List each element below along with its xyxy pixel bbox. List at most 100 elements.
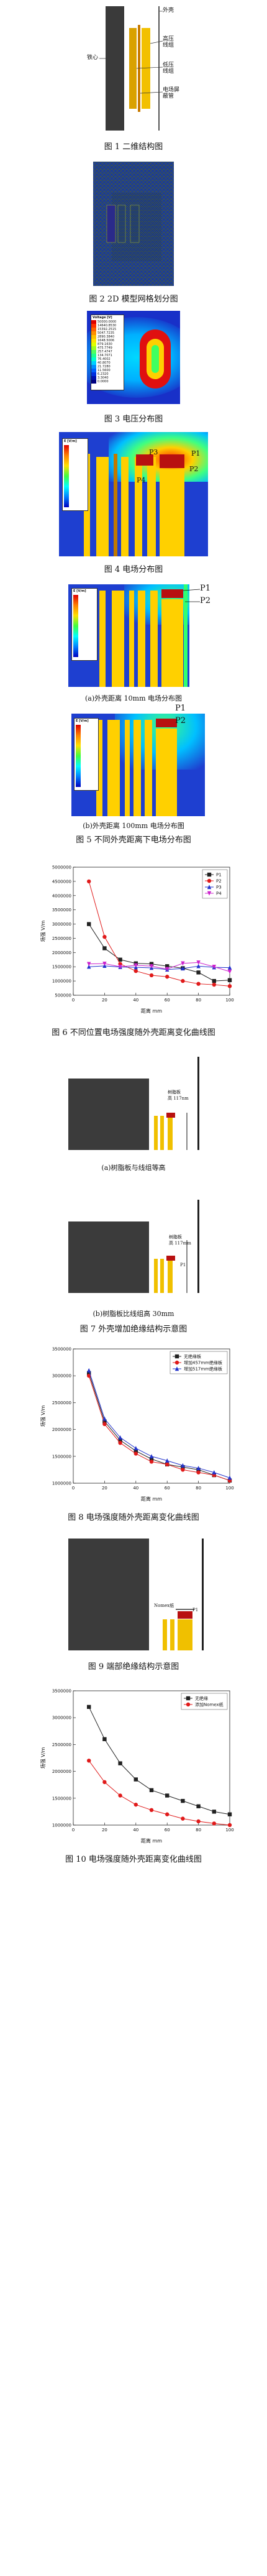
fig6-point xyxy=(165,975,170,979)
fig10-point xyxy=(102,1737,107,1741)
fig1-hv-winding xyxy=(142,28,150,109)
fig10-point xyxy=(165,1812,170,1816)
fig3-legend-row: 14640.8530 xyxy=(91,324,124,328)
fig10-legend-marker xyxy=(186,1702,191,1707)
fig3-legend-row: 3.3040 xyxy=(91,376,124,380)
fig6-legend-marker xyxy=(207,885,212,890)
fig8-x-axis-label: 距离 mm xyxy=(141,1496,162,1502)
fig3-legend-swatch xyxy=(91,372,96,376)
fig7b-caption: (b)树脂板比线组高 30mm xyxy=(93,1310,174,1318)
fig6-legend-label: P1 xyxy=(216,873,222,878)
fig3-legend-swatch xyxy=(91,331,96,335)
fig10-point xyxy=(212,1821,216,1826)
fig6-point xyxy=(227,984,232,988)
fig6-y-tick-label: 1500000 xyxy=(52,965,71,970)
fig5b-legend: E [V/m] xyxy=(74,718,99,791)
fig6-point xyxy=(165,967,170,972)
fig6-point xyxy=(181,961,185,966)
fig3-legend-swatch xyxy=(91,339,96,343)
fig7a-label: 树脂板 高 117nm xyxy=(168,1090,189,1101)
fig3-legend-swatch xyxy=(91,346,96,350)
fig8-point xyxy=(102,1422,107,1427)
fig5a-legend-title: E [V/m] xyxy=(73,589,86,593)
fig8-point xyxy=(212,1470,216,1474)
fig3-legend-swatch xyxy=(91,365,96,369)
fig7b-winding-1 xyxy=(154,1259,158,1293)
fig6-x-tick-label: 0 xyxy=(72,998,75,1003)
fig8-legend-label: 无绝缘板 xyxy=(184,1354,201,1359)
fig6-point xyxy=(181,966,185,971)
fig6-legend-marker xyxy=(207,891,212,896)
fig8-point xyxy=(87,1371,91,1376)
fig5a-leader xyxy=(183,589,201,602)
fig6-y-tick-label: 3000000 xyxy=(52,922,71,927)
fig3-legend-row: 50000.0000 xyxy=(91,320,124,324)
fig8-point xyxy=(196,1470,201,1474)
fig3-legend-value: 134.7071 xyxy=(97,354,112,357)
fig10-point xyxy=(212,1810,216,1814)
fig10-x-tick-label: 60 xyxy=(165,1828,170,1833)
fig7a-core xyxy=(68,1079,149,1150)
fig2-caption: 图 2 2D 模型网格划分图 xyxy=(89,295,178,304)
fig6-point xyxy=(227,978,232,982)
fig10-point xyxy=(118,1761,122,1765)
fig10-caption: 图 10 电场强度随外壳距离变化曲线图 xyxy=(65,1855,202,1864)
fig6-point xyxy=(212,978,216,983)
fig8-point xyxy=(102,1416,107,1421)
fig10-point xyxy=(181,1816,185,1821)
fig6-point xyxy=(212,965,216,969)
fig3-legend-swatch xyxy=(91,320,96,324)
fig6-point xyxy=(196,970,201,975)
fig6-y-tick-label: 4000000 xyxy=(52,893,71,898)
fig3-legend-value: 3.3040 xyxy=(97,376,109,380)
fig2-mesh xyxy=(93,162,174,286)
fig3-legend-row: 11.5600 xyxy=(91,369,124,372)
fig6-point xyxy=(196,960,201,965)
fig10-series-line-1 xyxy=(88,1706,230,1815)
fig6-point xyxy=(149,962,154,966)
fig3-legend-swatch xyxy=(91,369,96,372)
fig10-plot-frame xyxy=(73,1690,230,1826)
fig3-legend-value: 2890.3840 xyxy=(97,335,115,339)
fig6-point xyxy=(134,963,138,968)
fig10-point xyxy=(149,1808,154,1813)
fig1-label-insulation: 电场屏 蔽管 xyxy=(163,87,180,99)
fig10-x-tick-label: 40 xyxy=(133,1828,138,1833)
fig8-point xyxy=(149,1460,154,1464)
fig3-legend-swatch xyxy=(91,335,96,339)
fig8-point xyxy=(134,1446,138,1451)
fig9-winding-2 xyxy=(170,1619,174,1650)
fig6-legend-label: P3 xyxy=(216,885,222,890)
fig10-y-tick-label: 1500000 xyxy=(52,1796,71,1801)
fig6-point xyxy=(102,934,107,939)
fig3-legend-row: 2890.3840 xyxy=(91,335,124,339)
fig8-point xyxy=(196,1466,201,1471)
fig6-point xyxy=(102,961,107,966)
fig3-legend-title: Voltage [V] xyxy=(93,316,112,320)
fig7-caption: 图 7 外壳增加绝缘结构示意图 xyxy=(79,1325,188,1334)
fig8-x-tick-label: 60 xyxy=(165,1486,170,1491)
fig7b-resin-board xyxy=(186,1240,188,1293)
fig3-legend-swatch xyxy=(91,328,96,331)
fig10-x-axis-label: 距离 mm xyxy=(141,1838,162,1844)
fig8-legend-label: 增加457mm绝缘板 xyxy=(184,1360,222,1366)
fig10-legend-marker xyxy=(186,1696,191,1701)
fig6-x-tick-label: 80 xyxy=(196,998,201,1003)
fig1-leader-lines xyxy=(99,11,163,94)
fig9-caption: 图 9 端部绝缘结构示意图 xyxy=(88,1662,179,1672)
fig7b-point: P1 xyxy=(180,1263,186,1267)
fig10-series-line-2 xyxy=(88,1760,230,1826)
fig3-legend-value: 475.7749 xyxy=(97,346,112,350)
fig7a-caption: (a)树脂板与线组等高 xyxy=(101,1164,166,1172)
fig3-legend-rows: 50000.0000 14640.8530 15392.2515 5047.7235 2… xyxy=(91,320,124,384)
fig9-cap xyxy=(178,1611,192,1619)
fig10-legend-label: 添加Nomex纸 xyxy=(195,1702,224,1708)
fig10-legend xyxy=(181,1693,228,1710)
fig3-legend-value: 1648.5006 xyxy=(97,339,115,343)
fig3-legend-value: 14640.8530 xyxy=(97,324,117,328)
fig9-shell xyxy=(202,1539,204,1650)
fig4-point-p4: P4 xyxy=(137,476,146,484)
fig6-point xyxy=(118,965,122,969)
fig8-point xyxy=(181,1468,185,1472)
fig6-point xyxy=(149,973,154,978)
